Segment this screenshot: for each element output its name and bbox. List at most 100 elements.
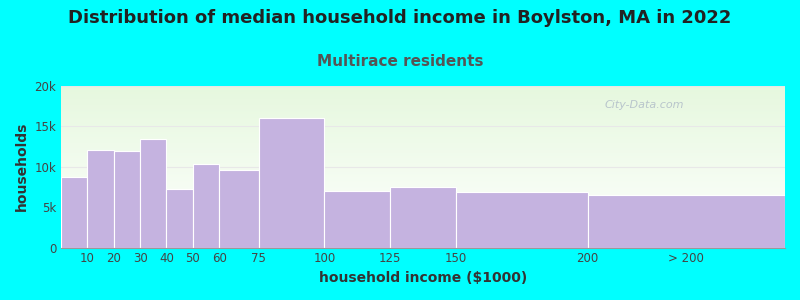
Bar (61, 178, 785, 179)
Bar (61, 204, 785, 205)
Bar (61, 123, 785, 124)
Bar (587, 195, 785, 247)
Bar (61, 96, 785, 97)
Bar (61, 115, 785, 116)
Bar (61, 218, 785, 219)
Bar (61, 238, 785, 239)
Bar (61, 216, 785, 217)
Bar (61, 143, 785, 144)
Bar (61, 182, 785, 183)
Bar (61, 215, 785, 216)
Bar (61, 195, 785, 196)
Text: Distribution of median household income in Boylston, MA in 2022: Distribution of median household income … (68, 9, 732, 27)
Bar (61, 217, 785, 218)
Bar (61, 117, 785, 118)
Bar (61, 246, 785, 247)
Bar (61, 202, 785, 203)
Bar (61, 88, 785, 89)
Bar (61, 213, 785, 214)
Bar (61, 201, 785, 202)
Bar (61, 164, 785, 165)
Bar (61, 91, 785, 92)
Bar (61, 107, 785, 108)
Bar (61, 214, 785, 215)
Text: Multirace residents: Multirace residents (317, 54, 483, 69)
Bar (61, 241, 785, 242)
Bar (61, 128, 785, 129)
Bar (61, 136, 785, 137)
Bar (61, 161, 785, 162)
Bar (61, 244, 785, 245)
Bar (61, 236, 785, 237)
Bar (61, 99, 785, 100)
Bar (61, 122, 785, 123)
Bar (61, 160, 785, 161)
Bar (61, 100, 785, 101)
Bar (61, 169, 785, 170)
Bar (61, 98, 785, 99)
Bar (61, 133, 785, 134)
Bar (390, 187, 456, 248)
Bar (61, 230, 785, 231)
Bar (219, 170, 258, 248)
Bar (61, 131, 785, 132)
Bar (61, 93, 785, 94)
Bar (61, 173, 785, 174)
Bar (61, 149, 785, 150)
Bar (61, 153, 785, 154)
Bar (61, 228, 785, 229)
Bar (61, 175, 785, 176)
Bar (61, 189, 785, 190)
Bar (61, 185, 785, 186)
Bar (61, 183, 785, 184)
Bar (61, 146, 785, 147)
Bar (61, 141, 785, 142)
Bar (61, 159, 785, 160)
Bar (61, 206, 785, 207)
Bar (61, 196, 785, 197)
Bar (61, 94, 785, 95)
Bar (61, 227, 785, 228)
Bar (61, 176, 785, 177)
Bar (61, 205, 785, 206)
Bar (61, 242, 785, 243)
Bar (61, 177, 87, 247)
Bar (61, 105, 785, 106)
Bar (61, 110, 785, 111)
Bar (61, 199, 785, 200)
Bar (61, 124, 785, 125)
Bar (61, 95, 785, 96)
Bar (61, 137, 785, 138)
Bar (61, 140, 785, 141)
Bar (61, 112, 785, 113)
Bar (61, 142, 785, 143)
Bar (61, 132, 785, 133)
Bar (61, 233, 785, 234)
X-axis label: household income ($1000): household income ($1000) (319, 271, 527, 285)
Bar (61, 223, 785, 224)
Bar (61, 102, 785, 103)
Bar (61, 127, 785, 128)
Bar (324, 191, 390, 247)
Bar (61, 135, 785, 136)
Bar (61, 120, 785, 121)
Bar (61, 210, 785, 211)
Bar (61, 221, 785, 222)
Bar (61, 155, 785, 156)
Bar (61, 150, 785, 151)
Bar (61, 188, 785, 189)
Bar (61, 231, 785, 232)
Bar (61, 172, 785, 173)
Bar (61, 109, 785, 110)
Bar (61, 126, 785, 127)
Bar (61, 191, 785, 192)
Bar (61, 151, 785, 152)
Bar (61, 190, 785, 191)
Bar (61, 121, 785, 122)
Bar (61, 198, 785, 199)
Bar (61, 194, 785, 195)
Bar (61, 235, 785, 236)
Bar (61, 97, 785, 98)
Bar (456, 192, 587, 248)
Bar (61, 186, 785, 187)
